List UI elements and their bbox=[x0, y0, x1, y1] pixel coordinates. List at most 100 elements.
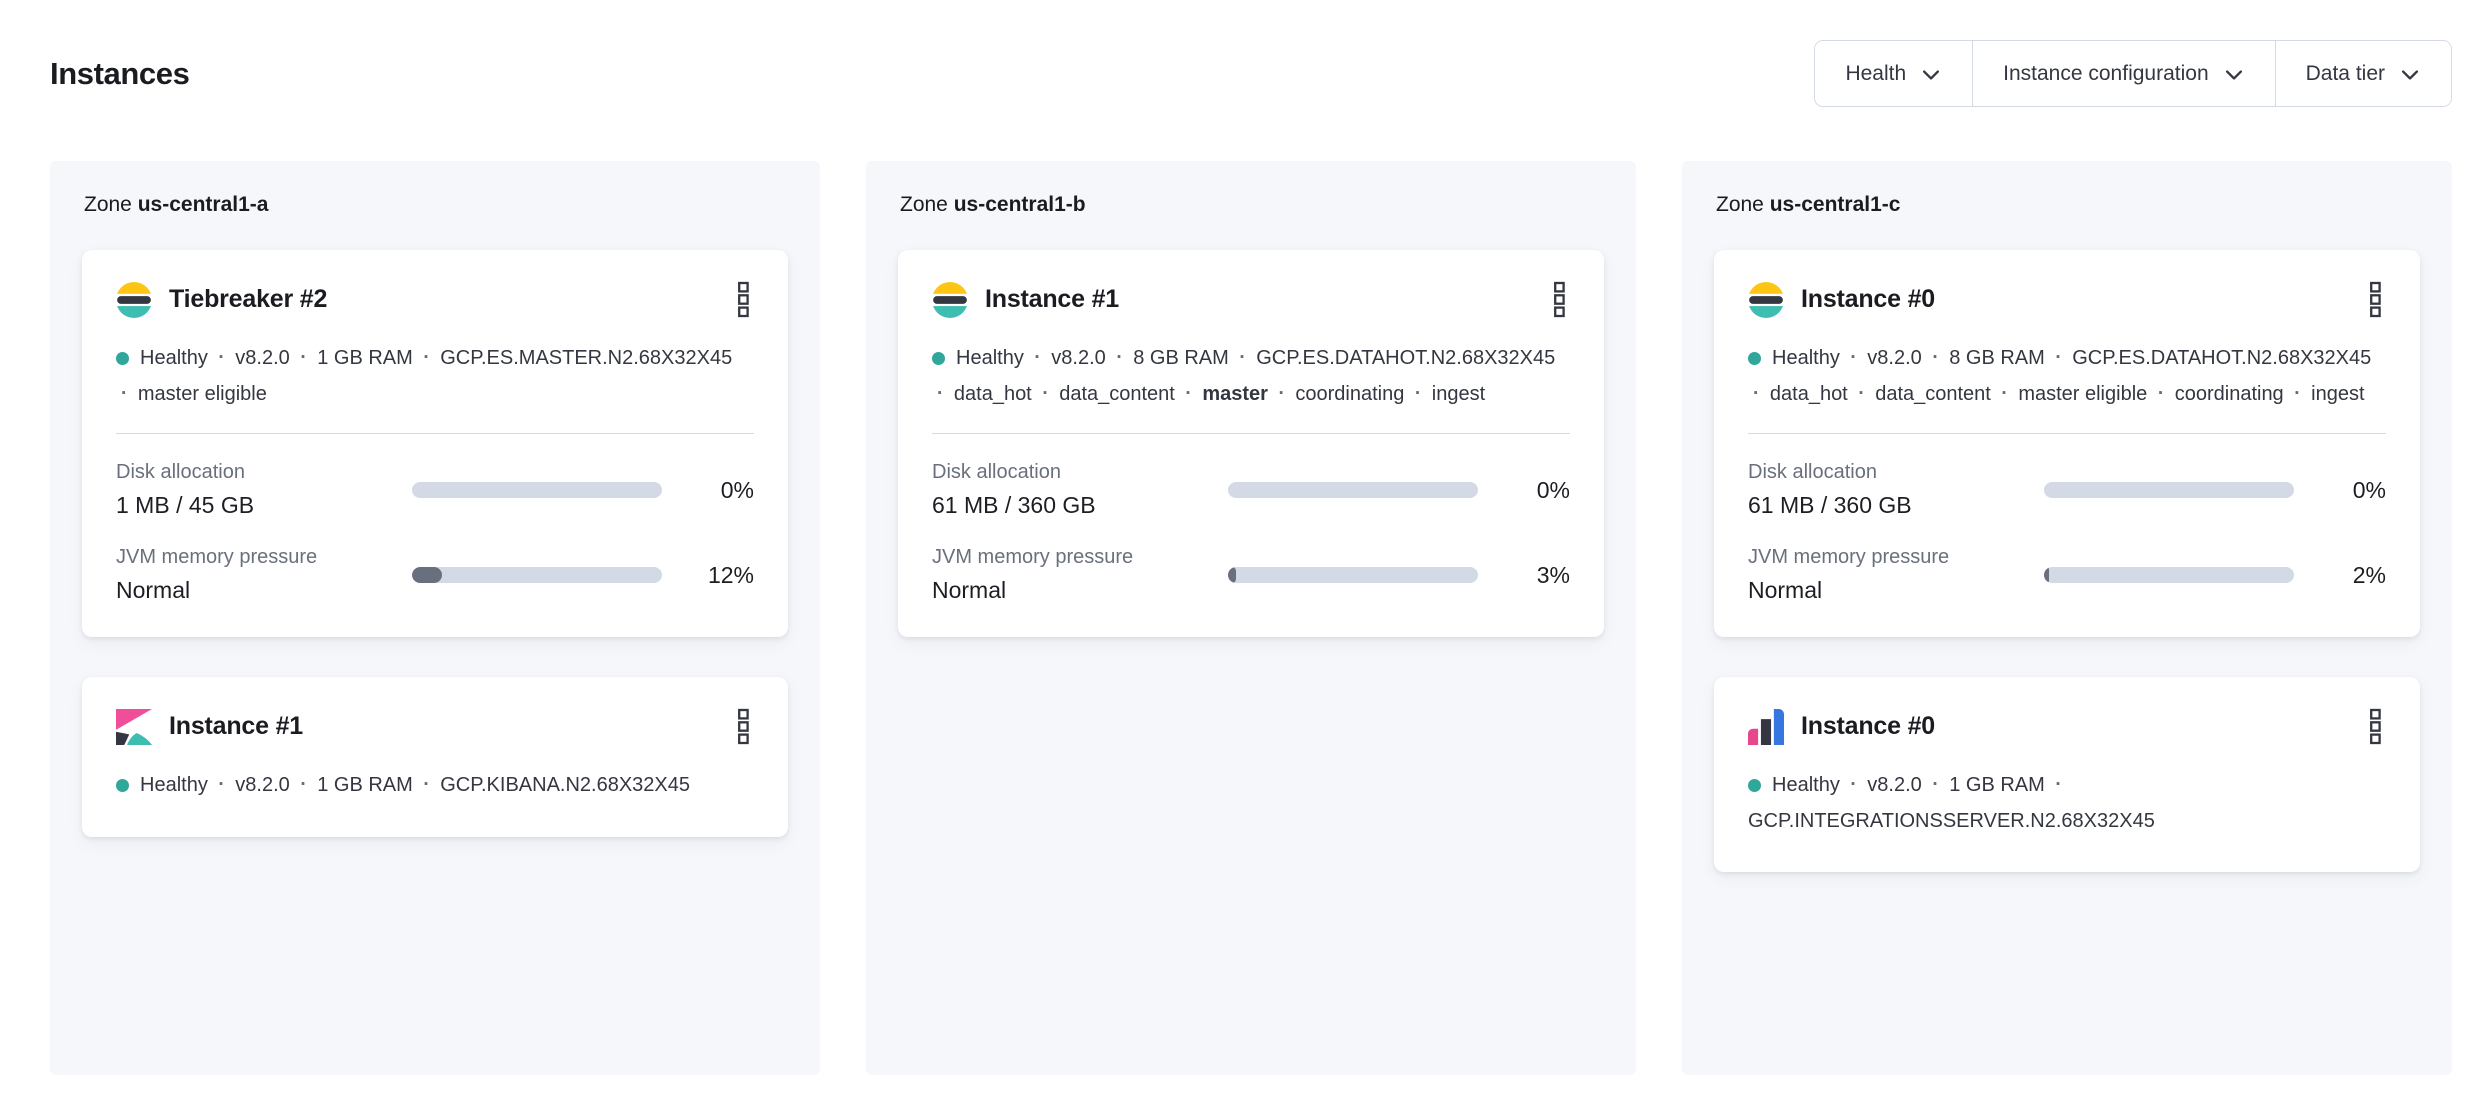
metric-label: Disk allocation bbox=[116, 461, 245, 484]
meta-separator: · bbox=[218, 774, 225, 796]
metric-label: JVM memory pressure bbox=[1748, 546, 1950, 569]
card-divider bbox=[116, 433, 754, 435]
progress-bar-fill bbox=[412, 567, 442, 584]
meta-separator: · bbox=[1042, 382, 1049, 404]
progress-percent: 0% bbox=[2352, 476, 2386, 503]
metric-value: Normal bbox=[1748, 577, 1823, 604]
meta-token: v8.2.0 bbox=[1051, 347, 1106, 369]
instance-meta: Healthy · v8.2.0 · 1 GB RAM · GCP.KIBANA… bbox=[116, 768, 754, 804]
instance-title: Instance #1 bbox=[169, 712, 303, 741]
kibana-logo-icon bbox=[116, 708, 152, 745]
instance-card-header: Instance #0 bbox=[1748, 279, 2386, 320]
meta-separator: · bbox=[2001, 382, 2008, 404]
instance-menu-button[interactable] bbox=[733, 706, 754, 747]
meta-separator: · bbox=[423, 774, 430, 796]
zone-name: us-central1-a bbox=[137, 193, 269, 216]
meta-token: data_content bbox=[1059, 382, 1175, 405]
meta-separator: · bbox=[1850, 774, 1857, 796]
meta-separator: · bbox=[1239, 347, 1246, 368]
meta-separator: · bbox=[1932, 347, 1939, 368]
progress-bar bbox=[412, 482, 662, 499]
meta-separator: · bbox=[1858, 382, 1865, 404]
meta-separator: · bbox=[218, 347, 225, 368]
page-header: Instances Health Instance configuration … bbox=[0, 0, 2490, 107]
meta-token: coordinating bbox=[2174, 382, 2284, 405]
elasticsearch-logo-icon bbox=[932, 281, 968, 318]
filter-button-label: Instance configuration bbox=[2003, 61, 2209, 85]
filter-button-instance-configuration[interactable]: Instance configuration bbox=[1972, 41, 2275, 106]
instance-menu-button[interactable] bbox=[733, 279, 754, 320]
zone-panel: Zone us-central1-c Instance #0 Healthy ·… bbox=[1682, 161, 2452, 1075]
zone-label: Zone bbox=[1716, 193, 1764, 216]
kebab-menu-icon bbox=[1554, 281, 1565, 318]
meta-token: data_content bbox=[1875, 382, 1991, 405]
progress-bar bbox=[2044, 567, 2294, 584]
instance-card-header: Instance #1 bbox=[932, 279, 1570, 320]
meta-token: 1 GB RAM bbox=[317, 347, 413, 369]
filter-group: Health Instance configuration Data tier bbox=[1814, 40, 2452, 107]
zone-cards: Tiebreaker #2 Healthy · v8.2.0 · 1 GB RA… bbox=[82, 250, 788, 837]
meta-token: Healthy bbox=[1772, 347, 1840, 369]
instance-menu-button[interactable] bbox=[2365, 706, 2386, 747]
instance-menu-button[interactable] bbox=[2365, 279, 2386, 320]
filter-button-data-tier[interactable]: Data tier bbox=[2274, 41, 2451, 106]
meta-separator: · bbox=[300, 347, 307, 368]
zone-label: Zone bbox=[84, 193, 132, 216]
meta-token: coordinating bbox=[1295, 382, 1405, 405]
instance-card-header: Tiebreaker #2 bbox=[116, 279, 754, 320]
meta-separator: · bbox=[1414, 382, 1422, 404]
progress-bar-fill bbox=[1228, 567, 1236, 584]
meta-separator: · bbox=[1932, 774, 1939, 796]
meta-separator: · bbox=[2294, 382, 2301, 404]
kebab-menu-icon bbox=[2370, 281, 2381, 318]
card-divider bbox=[1748, 433, 2386, 435]
meta-separator: · bbox=[1753, 382, 1760, 404]
metric-label: JVM memory pressure bbox=[932, 546, 1134, 569]
elasticsearch-logo-icon bbox=[1748, 281, 1784, 318]
instance-card-header: Instance #0 bbox=[1748, 706, 2386, 747]
instance-card: Instance #1 Healthy · v8.2.0 · 1 GB RAM … bbox=[82, 677, 788, 837]
progress-bar-fill bbox=[2044, 567, 2049, 584]
page-title: Instances bbox=[50, 55, 190, 91]
meta-token: 1 GB RAM bbox=[1949, 774, 2045, 797]
zone-cards: Instance #1 Healthy · v8.2.0 · 8 GB RAM … bbox=[898, 250, 1604, 638]
progress-bar bbox=[1228, 567, 1478, 584]
instance-card: Instance #0 Healthy · v8.2.0 · 1 GB RAM … bbox=[1714, 677, 2420, 873]
instance-title: Instance #0 bbox=[1801, 285, 1935, 313]
metric-value: Normal bbox=[932, 577, 1007, 604]
health-status-dot bbox=[116, 352, 129, 365]
progress-percent: 0% bbox=[720, 476, 754, 503]
meta-token: data_hot bbox=[1769, 382, 1848, 405]
filter-button-health[interactable]: Health bbox=[1815, 41, 1973, 106]
zone-name: us-central1-b bbox=[953, 193, 1086, 216]
instance-meta: Healthy · v8.2.0 · 8 GB RAM · GCP.ES.DAT… bbox=[1748, 341, 2386, 412]
progress-percent: 12% bbox=[707, 561, 754, 588]
meta-separator: · bbox=[937, 382, 944, 404]
metric-value: 61 MB / 360 GB bbox=[1748, 492, 1912, 519]
meta-token: v8.2.0 bbox=[235, 774, 290, 797]
instance-title: Instance #1 bbox=[985, 285, 1119, 313]
meta-token: Healthy bbox=[140, 347, 208, 369]
instance-menu-button[interactable] bbox=[1549, 279, 1570, 320]
progress-percent: 0% bbox=[1536, 476, 1570, 503]
metric-row: JVM memory pressure Normal 3% bbox=[932, 546, 1570, 604]
meta-separator: · bbox=[2055, 347, 2062, 368]
meta-separator: · bbox=[1850, 347, 1857, 368]
chevron-down-icon bbox=[2401, 69, 2419, 80]
meta-token: GCP.ES.DATAHOT.N2.68X32X45 bbox=[1256, 347, 1556, 369]
meta-token: 8 GB RAM bbox=[1133, 347, 1229, 369]
filter-button-label: Data tier bbox=[2305, 61, 2385, 85]
instance-card: Tiebreaker #2 Healthy · v8.2.0 · 1 GB RA… bbox=[82, 250, 788, 638]
meta-token: Healthy bbox=[1772, 774, 1840, 797]
meta-token: Healthy bbox=[956, 347, 1024, 369]
metric-value: Normal bbox=[116, 577, 191, 604]
progress-percent: 2% bbox=[2352, 561, 2386, 588]
meta-token: master bbox=[1202, 382, 1268, 405]
filter-button-label: Health bbox=[1845, 61, 1907, 85]
instance-title: Instance #0 bbox=[1801, 712, 1935, 741]
instance-meta: Healthy · v8.2.0 · 1 GB RAM · GCP.ES.MAS… bbox=[116, 341, 754, 412]
instance-card-header: Instance #1 bbox=[116, 706, 754, 747]
meta-token: ingest bbox=[1431, 382, 1486, 405]
zone-panel: Zone us-central1-b Instance #1 Healthy ·… bbox=[866, 161, 1636, 1075]
meta-token: v8.2.0 bbox=[1867, 347, 1922, 369]
